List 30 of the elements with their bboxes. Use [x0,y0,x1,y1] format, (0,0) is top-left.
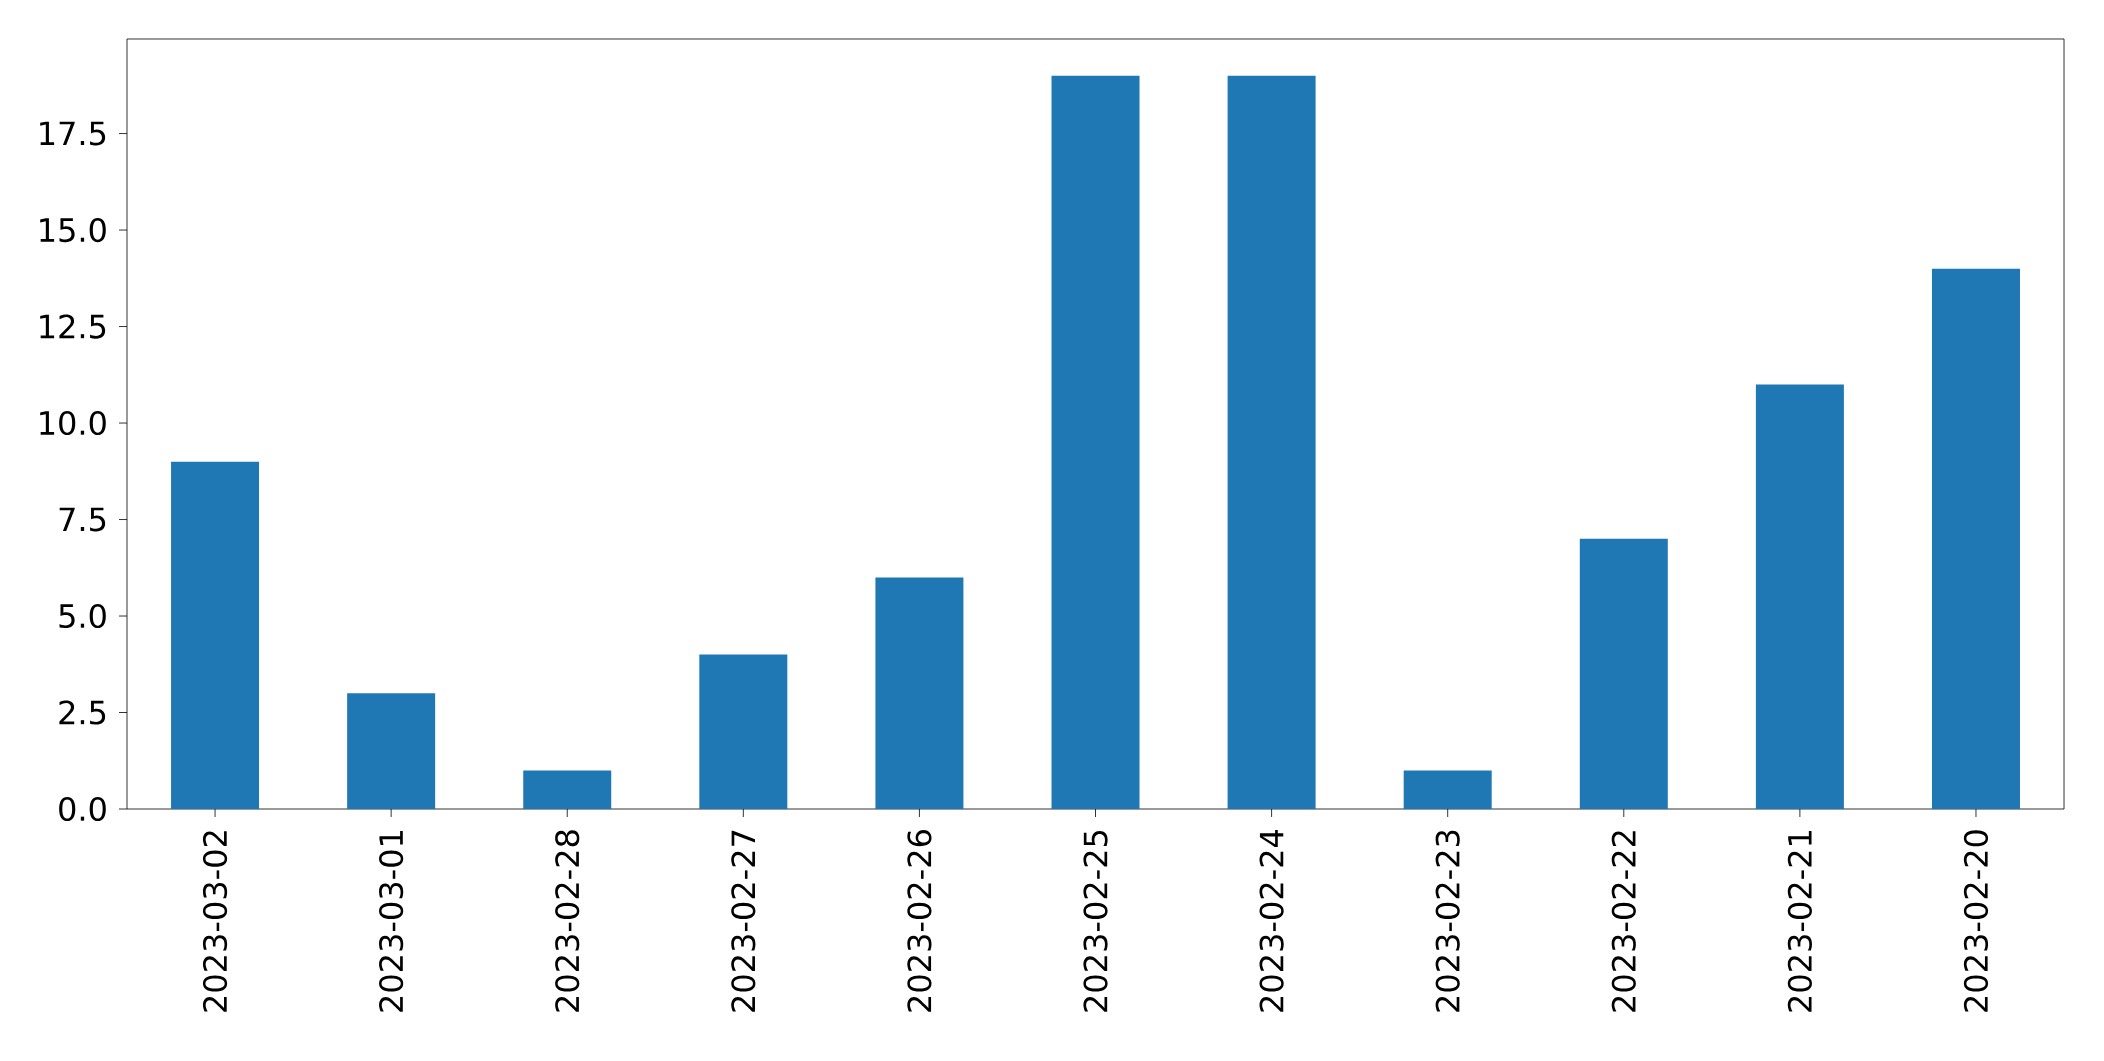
bar [1403,770,1492,809]
bar [1931,268,2020,809]
x-tick-label: 2023-02-24 [1259,829,1284,1012]
bar [1755,384,1844,809]
y-tick-label: 15.0 [40,217,106,243]
y-tick-label: 17.5 [40,121,106,146]
bar [523,770,612,809]
y-tick-label: 0.0 [59,796,106,822]
bar [699,654,788,809]
bar [875,577,964,809]
x-tick-label: 2023-02-23 [1435,830,1460,1012]
x-tick-label: 2023-02-20 [1963,830,1989,1012]
bar [1051,75,1140,809]
x-tick-label: 2023-02-22 [1611,831,1636,1012]
y-tick-label: 5.0 [59,603,106,629]
bar [347,693,436,809]
y-tick-label: 2.5 [59,700,106,725]
y-tick-label: 10.0 [40,410,106,436]
bar [171,461,260,809]
x-tick-label: 2023-02-27 [731,830,756,1012]
x-tick-label: 2023-02-26 [907,830,932,1012]
x-tick-label: 2023-02-25 [1083,830,1108,1012]
bar [1227,75,1316,809]
x-tick-label: 2023-02-28 [555,830,580,1012]
y-tick-label: 7.5 [59,507,106,532]
x-tick-label: 2023-03-02 [202,831,228,1012]
x-tick-label: 2023-02-21 [1787,831,1812,1012]
y-tick-label: 12.5 [40,314,106,339]
x-tick-label: 2023-03-01 [379,831,404,1012]
bar [1579,538,1668,809]
